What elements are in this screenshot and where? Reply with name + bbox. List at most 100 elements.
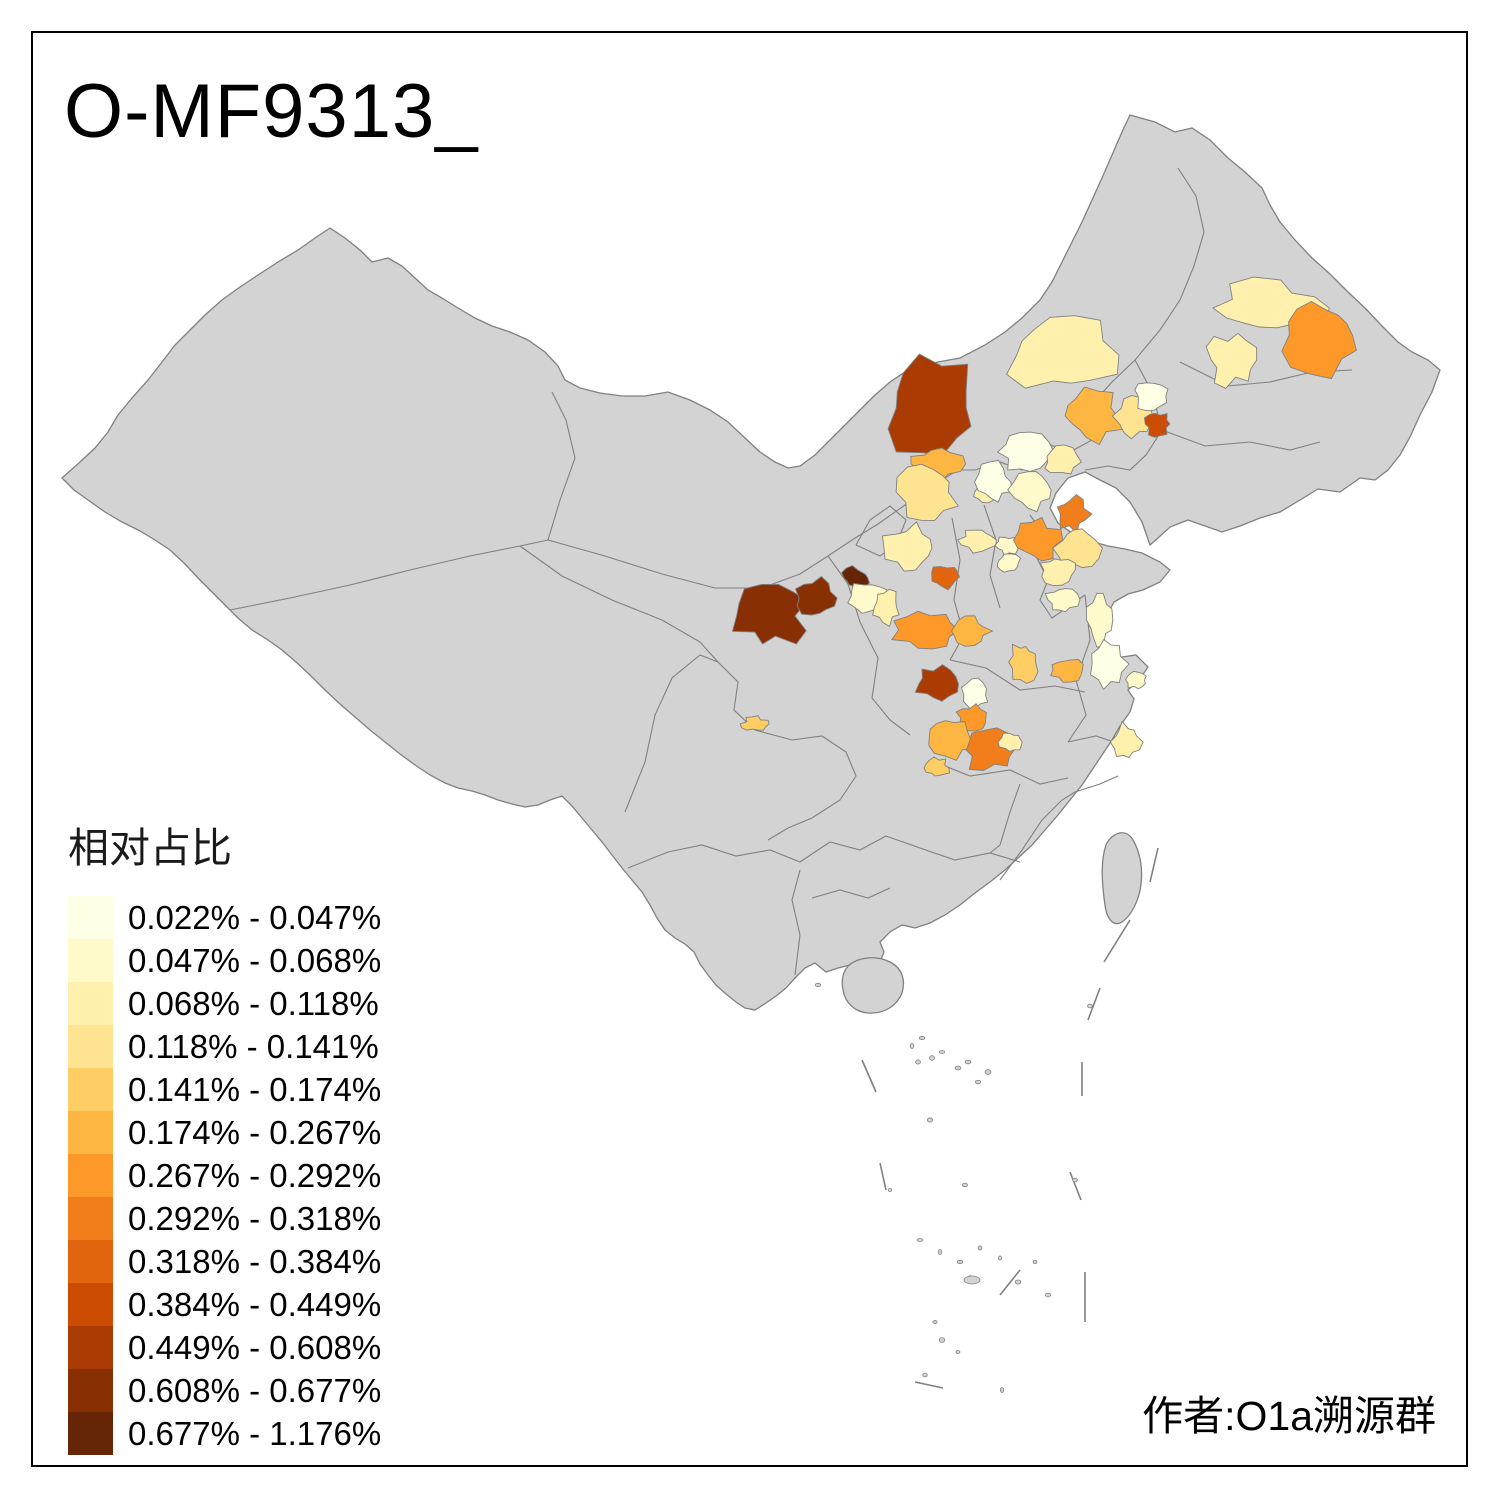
province-border-line <box>989 783 1021 854</box>
sea-island-dot <box>962 1182 968 1188</box>
prefecture-region <box>1052 528 1103 568</box>
province-border-line <box>983 504 1001 609</box>
sea-island-dot <box>938 1337 946 1343</box>
legend-swatch <box>68 1412 113 1455</box>
province-border-line <box>791 869 801 976</box>
prefecture-region <box>1039 558 1076 587</box>
sea-island-dot <box>955 1350 961 1354</box>
sea-island-dot <box>956 1260 964 1264</box>
prefecture-region <box>1012 516 1064 562</box>
legend-row: 0.174% - 0.267% <box>68 1111 381 1154</box>
prefecture-region <box>1044 444 1083 475</box>
sea-island-dot <box>974 1079 982 1085</box>
sea-island-dot <box>977 1245 983 1251</box>
legend-class-label: 0.608% - 0.677% <box>128 1371 382 1409</box>
prefecture-region <box>881 521 933 572</box>
legend-swatch <box>68 982 113 1025</box>
prefecture-region <box>872 588 900 628</box>
taiwan-island <box>1101 832 1143 925</box>
prefecture-region <box>974 459 1013 503</box>
prefecture-region <box>951 615 994 647</box>
attribution-text: 作者:O1a溯源群 <box>1142 1393 1436 1439</box>
legend-row: 0.449% - 0.608% <box>68 1326 381 1369</box>
legend-swatch <box>68 1283 113 1326</box>
prefecture-region <box>914 664 959 702</box>
prefecture-region <box>1109 720 1144 759</box>
legend-title: 相对占比 <box>68 825 232 871</box>
sea-island-dot <box>1044 1292 1052 1298</box>
page-title: O-MF9313_ <box>64 69 479 154</box>
sea-island-dot <box>1032 1259 1038 1265</box>
sea-island-dot <box>922 1372 928 1378</box>
prefecture-region <box>1050 659 1084 683</box>
sea-island-dot <box>963 1275 981 1285</box>
province-border-line <box>627 835 887 869</box>
legend-class-label: 0.292% - 0.318% <box>128 1199 382 1237</box>
legend-class-label: 0.141% - 0.174% <box>128 1070 382 1108</box>
province-border-line <box>929 759 1069 785</box>
legend-row: 0.318% - 0.384% <box>68 1240 381 1283</box>
province-border-line <box>547 539 829 589</box>
province-border-line <box>1074 775 1119 793</box>
legend-swatch <box>68 1025 113 1068</box>
legend-class-label: 0.174% - 0.267% <box>128 1113 382 1151</box>
sea-boundary-dash <box>999 1269 1021 1296</box>
prefecture-region <box>1090 639 1130 691</box>
province-border-line <box>519 545 719 663</box>
prefecture-region <box>1144 412 1171 438</box>
map-legend: 相对占比 0.022% - 0.047% 0.047% - 0.068% 0.068… <box>68 814 381 1455</box>
legend-row: 0.267% - 0.292% <box>68 1154 381 1197</box>
sea-island-dot <box>1072 1177 1078 1183</box>
legend-swatch <box>68 939 113 982</box>
sea-island-dot <box>999 1387 1005 1393</box>
province-border-line <box>1161 429 1321 451</box>
legend-class-label: 0.384% - 0.449% <box>128 1285 382 1323</box>
legend-row: 0.068% - 0.118% <box>68 982 381 1025</box>
province-border-line <box>547 391 576 541</box>
legend-class-label: 0.068% - 0.118% <box>128 984 379 1022</box>
prefecture-region <box>1007 471 1052 513</box>
legend-swatch <box>68 1111 113 1154</box>
province-border-line <box>1134 167 1205 361</box>
prefecture-region <box>1281 300 1357 380</box>
legend-class-label: 0.267% - 0.292% <box>128 1156 382 1194</box>
prefecture-region <box>923 756 950 777</box>
province-border-line <box>754 729 857 841</box>
province-border-line <box>999 791 1076 881</box>
sea-boundary-dash <box>1069 1171 1082 1201</box>
sea-island-dot <box>887 1188 893 1192</box>
province-border-line <box>827 555 911 736</box>
sea-island-dot <box>909 1043 915 1049</box>
province-border-line <box>855 505 907 557</box>
legend-rows: 0.022% - 0.047% 0.047% - 0.068% 0.068% - 0… <box>68 896 381 1455</box>
legend-class-label: 0.022% - 0.047% <box>128 898 382 936</box>
legend-class-label: 0.118% - 0.141% <box>128 1027 379 1065</box>
legend-swatch <box>68 1369 113 1412</box>
prefecture-region <box>887 353 972 456</box>
prefecture-region <box>928 720 978 761</box>
prefecture-region <box>1125 670 1147 690</box>
legend-swatch <box>68 1240 113 1283</box>
prefecture-region <box>1006 315 1120 389</box>
hainan-island <box>841 957 905 1014</box>
sea-island-dot <box>937 1249 943 1255</box>
figure-border <box>31 31 1468 1467</box>
sea-island-dot <box>964 1059 972 1065</box>
sea-boundary-dash <box>861 1059 877 1093</box>
sea-boundary-dash <box>1103 919 1131 963</box>
legend-row: 0.608% - 0.677% <box>68 1369 381 1412</box>
sea-island-dot <box>915 1059 921 1065</box>
legend-row: 0.022% - 0.047% <box>68 896 381 939</box>
prefecture-region <box>1044 588 1081 613</box>
prefecture-region <box>1205 332 1258 389</box>
legend-class-label: 0.047% - 0.068% <box>128 941 382 979</box>
prefecture-region <box>996 431 1055 472</box>
province-border-line <box>624 654 719 813</box>
sea-island-dot <box>932 1320 938 1324</box>
sea-island-dot <box>984 1069 992 1075</box>
legend-class-label: 0.449% - 0.608% <box>128 1328 382 1366</box>
legend-row: 0.047% - 0.068% <box>68 939 381 982</box>
legend-swatch <box>68 1068 113 1111</box>
sea-island-dot <box>997 1255 1003 1261</box>
